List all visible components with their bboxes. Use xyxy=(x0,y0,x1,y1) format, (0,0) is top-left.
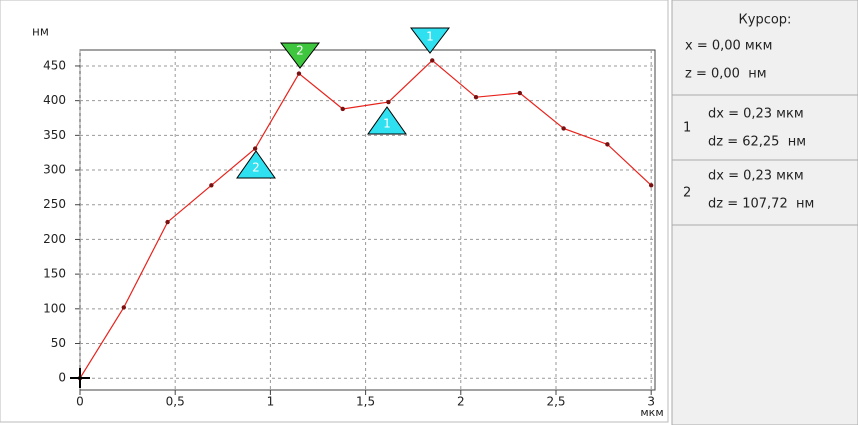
cursor-x: x = 0,00 мкм xyxy=(685,39,772,54)
point xyxy=(121,305,126,310)
measure-dz: dz = 62,25 нм xyxy=(708,135,806,150)
marker-label: 2 xyxy=(252,161,260,175)
measure-id: 1 xyxy=(683,121,691,136)
marker xyxy=(367,106,407,135)
x-tick-label: 2 xyxy=(457,395,465,409)
x-tick-label: 1 xyxy=(267,395,275,409)
x-tick-label: 0,5 xyxy=(166,395,185,409)
y-tick-label: 250 xyxy=(43,197,66,211)
y-unit: нм xyxy=(32,25,49,39)
y-tick-label: 100 xyxy=(43,301,66,315)
point xyxy=(340,106,345,112)
panel-bg xyxy=(671,0,858,425)
x-unit: мкм xyxy=(640,406,663,419)
marker-label: 1 xyxy=(383,117,391,131)
profile-line xyxy=(79,59,652,379)
marker xyxy=(409,27,451,54)
measure-dx: dx = 0,23 мкм xyxy=(708,107,804,122)
chart-area xyxy=(0,0,669,423)
cursor-z: z = 0,00 нм xyxy=(685,67,767,82)
marker xyxy=(236,150,276,179)
y-tick-label: 400 xyxy=(43,93,66,107)
point xyxy=(296,71,302,76)
y-tick-label: 300 xyxy=(43,163,66,177)
cursor-title: Курсор: xyxy=(739,13,792,28)
y-tick-label: 200 xyxy=(43,232,66,246)
y-tick-label: 0 xyxy=(58,371,66,385)
x-tick-label: 2,5 xyxy=(546,395,565,409)
marker-label: 2 xyxy=(296,44,304,58)
x-tick-label: 3 xyxy=(647,395,655,409)
point xyxy=(430,58,435,63)
measure-id: 2 xyxy=(683,186,691,201)
side-panel: Курсор: x = 0,00 мкм z = 0,00 нм 1 dx = … xyxy=(671,0,858,425)
markers: 2 1 1 2 xyxy=(236,27,451,179)
point xyxy=(605,142,610,147)
y-tick-label: 50 xyxy=(51,336,66,350)
cursor-cross xyxy=(70,368,90,388)
measure-dx: dx = 0,23 мкм xyxy=(708,169,804,184)
point xyxy=(165,219,170,225)
measure-dz: dz = 107,72 нм xyxy=(708,197,814,212)
marker xyxy=(279,42,321,69)
y-tick-label: 150 xyxy=(43,267,66,281)
x-tick-label: 1,5 xyxy=(356,395,375,409)
y-tick-label: 350 xyxy=(43,128,66,142)
marker-label: 1 xyxy=(426,30,434,44)
point xyxy=(517,90,523,96)
y-tick-label: 450 xyxy=(43,58,66,72)
point xyxy=(386,99,391,105)
point xyxy=(648,183,654,188)
point xyxy=(561,126,566,131)
x-tick-label: 0 xyxy=(76,395,84,409)
point xyxy=(209,183,214,188)
point xyxy=(473,94,479,100)
point xyxy=(252,146,258,151)
